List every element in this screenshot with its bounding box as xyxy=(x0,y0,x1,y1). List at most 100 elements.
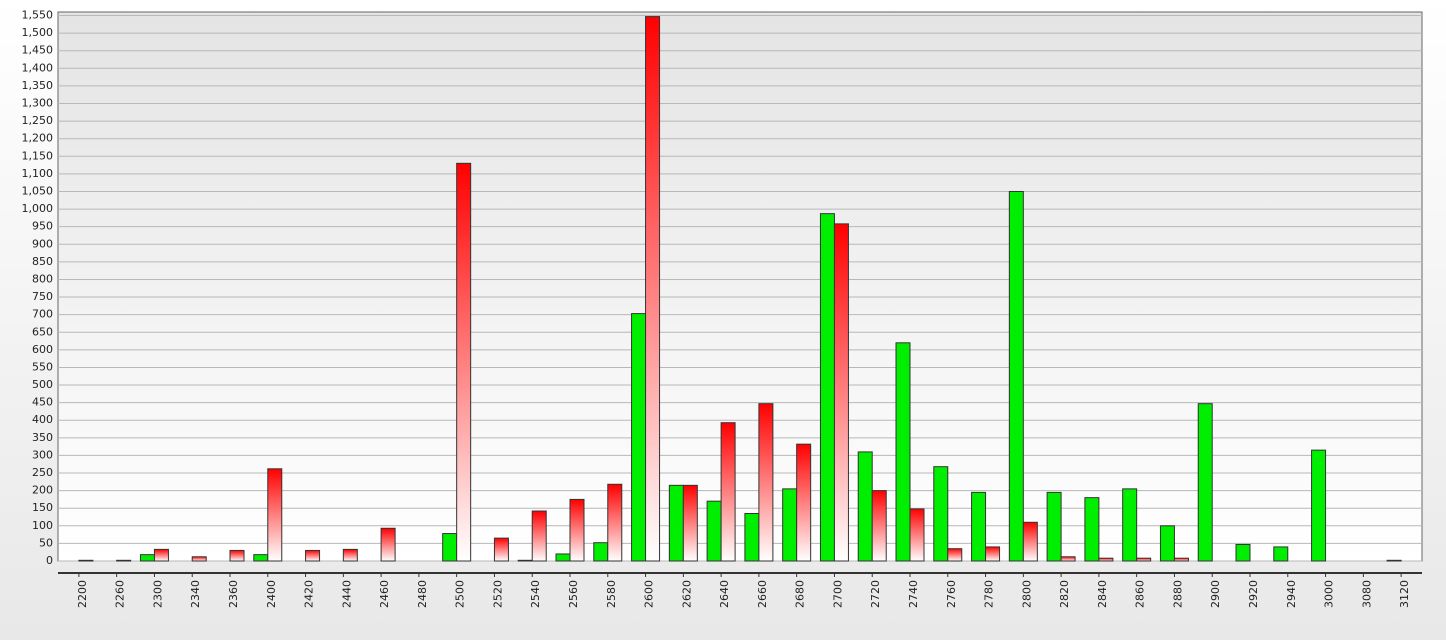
x-tick-label: 2640 xyxy=(718,580,731,608)
y-tick-label: 1,100 xyxy=(22,167,54,180)
y-tick-label: 50 xyxy=(39,536,53,549)
bar xyxy=(1235,543,1251,562)
x-tick-label: 2760 xyxy=(945,580,958,608)
bar xyxy=(1173,557,1189,562)
y-tick-label: 800 xyxy=(32,272,53,285)
bar xyxy=(1008,190,1024,562)
plot-area xyxy=(57,11,1423,562)
bar xyxy=(1273,546,1289,562)
y-tick-label: 950 xyxy=(32,220,53,233)
bar xyxy=(442,533,458,562)
bar xyxy=(267,468,283,562)
y-tick-label: 1,500 xyxy=(22,26,54,39)
bar xyxy=(305,549,321,562)
bar xyxy=(607,483,623,562)
bar xyxy=(1022,521,1038,562)
x-tick-label: 3120 xyxy=(1398,580,1411,608)
x-tick-label: 2300 xyxy=(151,580,164,608)
x-tick-label: 2860 xyxy=(1134,580,1147,608)
bar xyxy=(819,213,835,562)
y-tick-label: 150 xyxy=(32,501,53,514)
y-tick-label: 450 xyxy=(32,396,53,409)
x-tick-label: 2560 xyxy=(567,580,580,608)
bar xyxy=(668,484,684,562)
bar xyxy=(253,554,269,562)
bar xyxy=(833,223,849,562)
x-tick-label: 3000 xyxy=(1323,580,1336,608)
bar xyxy=(531,510,547,562)
bar xyxy=(1197,403,1213,562)
x-tick-label: 2880 xyxy=(1171,580,1184,608)
x-tick-label: 2460 xyxy=(378,580,391,608)
x-tick-label: 2260 xyxy=(114,580,127,608)
y-tick-label: 350 xyxy=(32,431,53,444)
y-tick-label: 1,250 xyxy=(22,114,54,127)
bar xyxy=(682,484,698,562)
x-tick-label: 2840 xyxy=(1096,580,1109,608)
bar xyxy=(517,559,533,562)
bar xyxy=(782,488,798,562)
y-tick-label: 750 xyxy=(32,290,53,303)
bar xyxy=(796,443,812,562)
bar xyxy=(555,553,571,562)
bar xyxy=(744,512,760,562)
bar xyxy=(380,527,396,562)
x-tick-label: 2800 xyxy=(1020,580,1033,608)
bar xyxy=(933,466,949,562)
bar xyxy=(985,546,1001,562)
bar xyxy=(645,16,661,562)
bar xyxy=(78,559,94,562)
y-tick-label: 850 xyxy=(32,255,53,268)
bar xyxy=(153,548,169,562)
y-tick-label: 1,150 xyxy=(22,149,54,162)
x-tick-label: 2200 xyxy=(76,580,89,608)
x-tick-label: 2520 xyxy=(491,580,504,608)
bar xyxy=(191,556,207,562)
x-tick-label: 2340 xyxy=(189,580,202,608)
bar xyxy=(1386,559,1402,562)
bar xyxy=(758,403,774,562)
x-tick-label: 2660 xyxy=(756,580,769,608)
bar xyxy=(593,542,609,562)
bar xyxy=(569,498,585,562)
x-tick-label: 2440 xyxy=(340,580,353,608)
x-tick-label: 2620 xyxy=(680,580,693,608)
bar xyxy=(493,537,509,562)
bar xyxy=(1122,488,1138,562)
bar xyxy=(706,500,722,562)
bar xyxy=(229,549,245,562)
bar xyxy=(1060,556,1076,562)
x-tick-label: 2420 xyxy=(303,580,316,608)
bar xyxy=(857,451,873,562)
x-tick-label: 2600 xyxy=(643,580,656,608)
y-tick-label: 400 xyxy=(32,413,53,426)
y-tick-label: 650 xyxy=(32,325,53,338)
y-tick-label: 1,400 xyxy=(22,61,54,74)
bar xyxy=(1136,557,1152,562)
bar xyxy=(342,548,358,562)
y-tick-label: 1,300 xyxy=(22,97,54,110)
y-tick-label: 1,050 xyxy=(22,184,54,197)
x-tick-label: 2940 xyxy=(1285,580,1298,608)
y-tick-label: 700 xyxy=(32,308,53,321)
y-tick-label: 200 xyxy=(32,484,53,497)
bar xyxy=(116,559,132,562)
x-tick-label: 2700 xyxy=(831,580,844,608)
x-tick-label: 2400 xyxy=(265,580,278,608)
bar xyxy=(1084,497,1100,562)
bar xyxy=(971,491,987,562)
x-tick-label: 2680 xyxy=(794,580,807,608)
bar xyxy=(947,548,963,562)
x-tick-label: 2900 xyxy=(1209,580,1222,608)
y-tick-label: 1,200 xyxy=(22,132,54,145)
x-tick-label: 2500 xyxy=(454,580,467,608)
y-tick-label: 500 xyxy=(32,378,53,391)
bar xyxy=(1046,491,1062,562)
bar xyxy=(1159,525,1175,562)
x-tick-label: 2920 xyxy=(1247,580,1260,608)
x-tick-label: 2480 xyxy=(416,580,429,608)
bar xyxy=(456,162,472,562)
bar xyxy=(720,422,736,562)
x-tick-label: 2740 xyxy=(907,580,920,608)
